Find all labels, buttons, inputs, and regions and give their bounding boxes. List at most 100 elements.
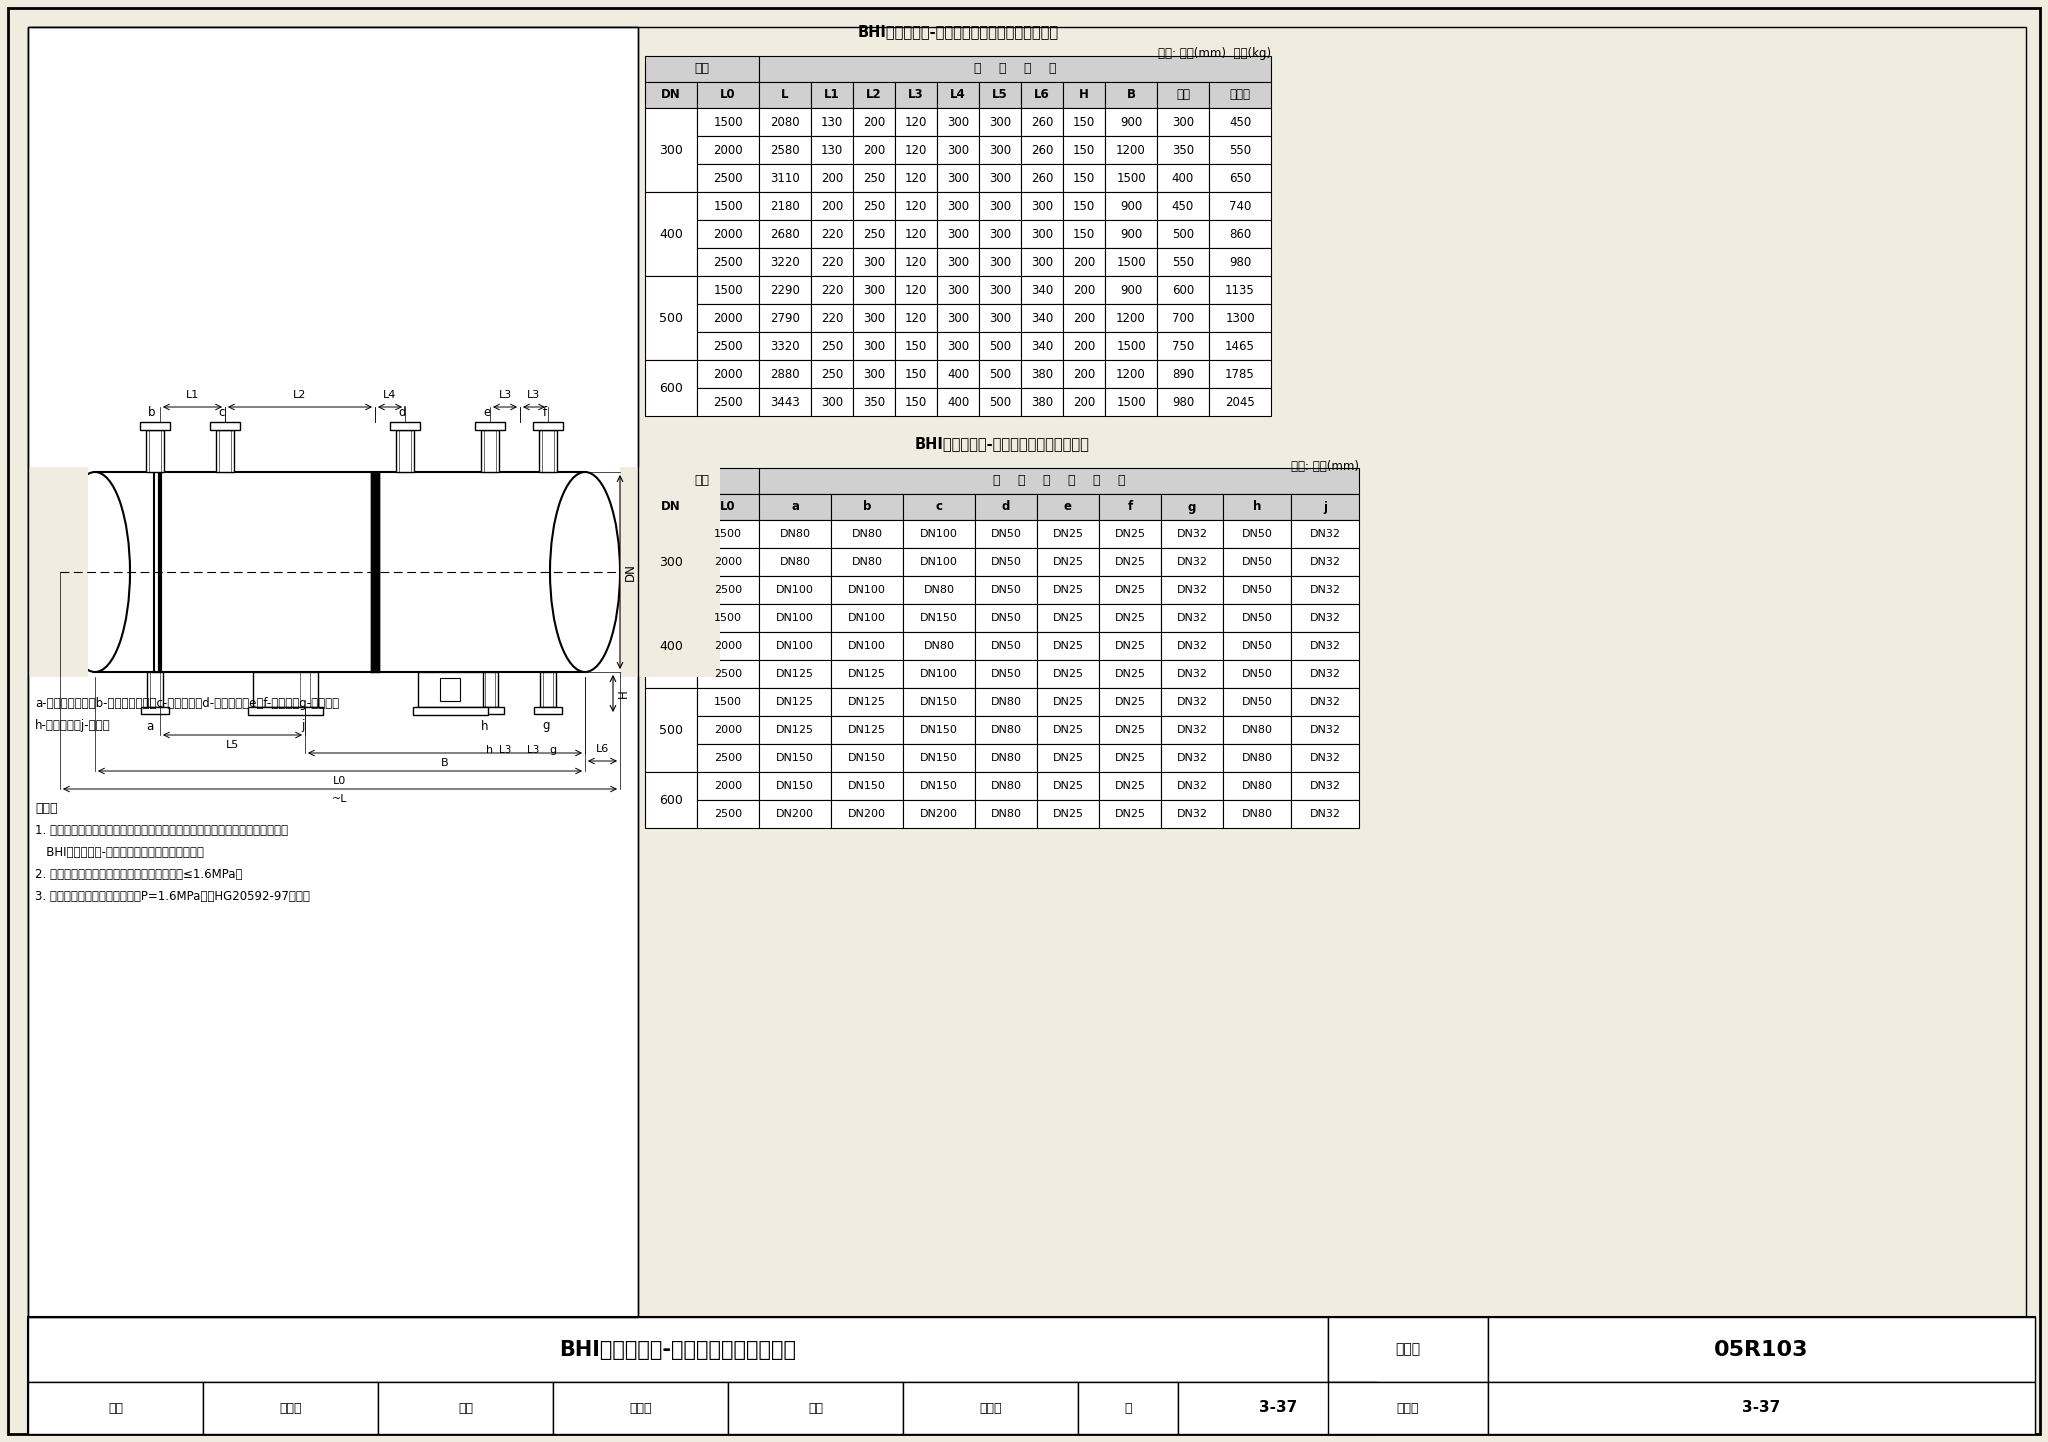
Text: DN25: DN25 xyxy=(1053,725,1083,735)
Text: DN150: DN150 xyxy=(776,753,813,763)
Text: DN80: DN80 xyxy=(1241,753,1272,763)
Bar xyxy=(1208,164,1272,192)
Text: 300: 300 xyxy=(862,368,885,381)
Text: 300: 300 xyxy=(659,144,682,157)
Text: DN32: DN32 xyxy=(1176,753,1208,763)
Text: DN80: DN80 xyxy=(924,642,954,650)
Bar xyxy=(903,521,975,548)
Bar xyxy=(696,771,760,800)
Bar xyxy=(1489,1381,2036,1433)
Text: 150: 150 xyxy=(905,339,928,352)
Bar xyxy=(1036,800,1100,828)
Bar xyxy=(1063,108,1106,136)
Bar xyxy=(979,304,1022,332)
Text: L4: L4 xyxy=(383,389,397,399)
Bar xyxy=(481,672,498,707)
Text: f: f xyxy=(543,405,547,418)
Bar xyxy=(696,192,760,221)
Bar xyxy=(760,521,831,548)
Text: 250: 250 xyxy=(862,228,885,241)
Text: DN32: DN32 xyxy=(1176,529,1208,539)
Bar xyxy=(1157,388,1208,415)
Bar xyxy=(854,304,895,332)
Bar xyxy=(831,521,903,548)
Bar xyxy=(696,108,760,136)
Text: H: H xyxy=(1079,88,1090,101)
Text: 牛小化: 牛小化 xyxy=(279,1402,301,1415)
Text: 1500: 1500 xyxy=(1116,339,1145,352)
Text: DN32: DN32 xyxy=(1309,669,1341,679)
Text: 400: 400 xyxy=(659,228,682,241)
Text: DN100: DN100 xyxy=(776,585,813,596)
Bar xyxy=(1161,548,1223,575)
Bar xyxy=(975,548,1036,575)
Bar xyxy=(903,1381,1077,1433)
Bar xyxy=(938,192,979,221)
Bar xyxy=(1036,717,1100,744)
Text: DN200: DN200 xyxy=(776,809,813,819)
Text: 1500: 1500 xyxy=(1116,255,1145,268)
Bar xyxy=(1036,604,1100,632)
Text: DN100: DN100 xyxy=(848,585,887,596)
Text: DN150: DN150 xyxy=(920,782,958,792)
Text: b: b xyxy=(862,500,870,513)
Bar xyxy=(414,707,487,715)
Text: DN80: DN80 xyxy=(991,809,1022,819)
Text: 400: 400 xyxy=(1171,172,1194,185)
Text: 200: 200 xyxy=(1073,311,1096,324)
Bar xyxy=(1161,495,1223,521)
Text: DN25: DN25 xyxy=(1053,529,1083,539)
Bar xyxy=(1063,192,1106,221)
Bar xyxy=(29,1317,2036,1433)
Text: DN25: DN25 xyxy=(1053,613,1083,623)
Bar xyxy=(1106,248,1157,275)
Bar xyxy=(1208,108,1272,136)
Bar xyxy=(760,469,1360,495)
Bar xyxy=(1223,632,1290,660)
Bar xyxy=(1208,388,1272,415)
Bar xyxy=(696,660,760,688)
Text: 500: 500 xyxy=(1171,228,1194,241)
Bar xyxy=(903,717,975,744)
Bar xyxy=(1161,717,1223,744)
Text: L5: L5 xyxy=(991,88,1008,101)
Text: 3110: 3110 xyxy=(770,172,801,185)
Text: DN25: DN25 xyxy=(1114,753,1145,763)
Text: 300: 300 xyxy=(946,199,969,212)
Bar xyxy=(1100,548,1161,575)
Bar xyxy=(938,248,979,275)
Text: 130: 130 xyxy=(821,144,844,157)
Bar xyxy=(895,108,938,136)
Bar xyxy=(696,164,760,192)
Bar xyxy=(1161,604,1223,632)
Bar xyxy=(1022,304,1063,332)
Bar xyxy=(211,423,240,430)
Bar xyxy=(938,388,979,415)
Text: 2500: 2500 xyxy=(713,172,743,185)
Bar xyxy=(696,332,760,360)
Text: 500: 500 xyxy=(989,368,1012,381)
Bar xyxy=(1106,221,1157,248)
Bar xyxy=(760,575,831,604)
Text: L1: L1 xyxy=(186,389,199,399)
Text: 750: 750 xyxy=(1171,339,1194,352)
Text: BHI系列卧式汽-水波纹管换热器技术资料编制。: BHI系列卧式汽-水波纹管换热器技术资料编制。 xyxy=(35,846,205,859)
Text: 300: 300 xyxy=(989,255,1012,268)
Bar xyxy=(1022,136,1063,164)
Text: DN80: DN80 xyxy=(852,557,883,567)
Text: 审核: 审核 xyxy=(109,1402,123,1415)
Bar xyxy=(1161,632,1223,660)
Bar xyxy=(1157,108,1208,136)
Bar xyxy=(1100,717,1161,744)
Bar xyxy=(760,388,811,415)
Bar xyxy=(1290,800,1360,828)
Bar xyxy=(1100,688,1161,717)
Bar xyxy=(975,495,1036,521)
Text: L0: L0 xyxy=(721,88,735,101)
Text: 700: 700 xyxy=(1171,311,1194,324)
Bar xyxy=(760,136,811,164)
Text: L0: L0 xyxy=(334,776,346,786)
Text: 300: 300 xyxy=(946,172,969,185)
Text: BHI系列卧式汽-水波纹管换热器接管法兰: BHI系列卧式汽-水波纹管换热器接管法兰 xyxy=(915,437,1090,451)
Bar xyxy=(727,1381,903,1433)
